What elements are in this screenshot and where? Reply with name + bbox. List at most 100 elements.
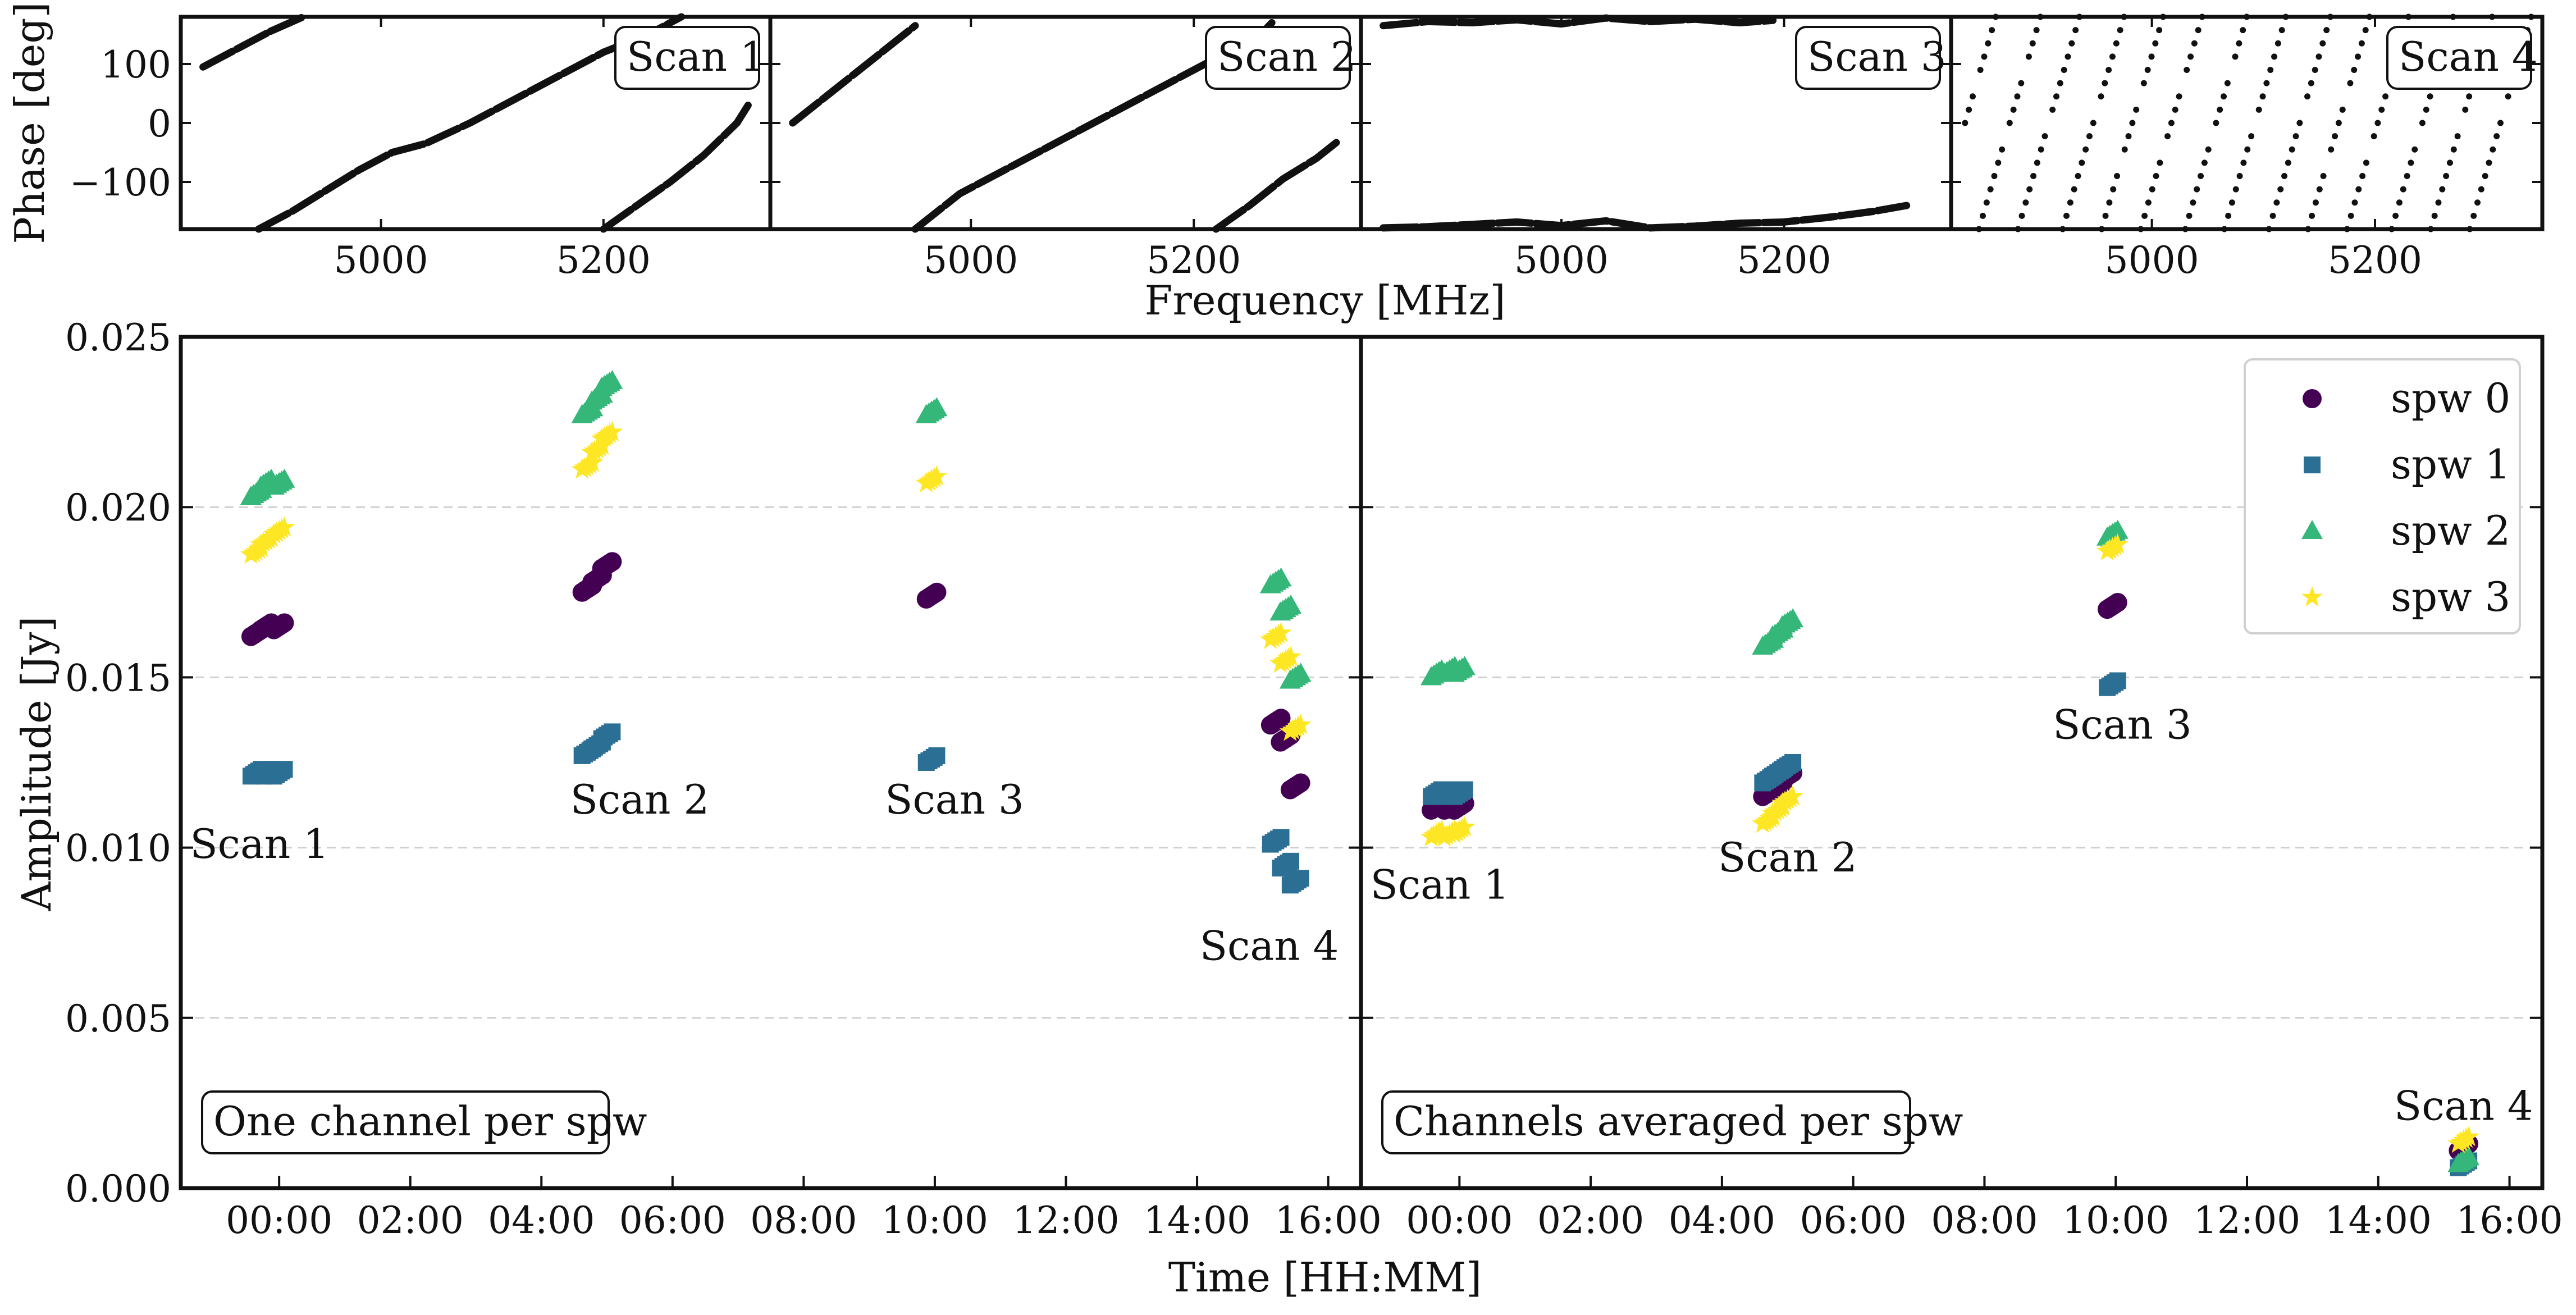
data-point (1454, 816, 1476, 837)
phase-xtick-label: 5000 (1514, 239, 1609, 282)
data-point (1431, 819, 1453, 840)
series-spw-3-panel-1 (240, 421, 1312, 741)
phase-point (2082, 146, 2089, 153)
legend-label: spw 1 (2391, 441, 2510, 488)
phase-point (2505, 93, 2511, 100)
phase-point (2072, 27, 2079, 34)
phase-point (2063, 212, 2070, 219)
data-point (1270, 622, 1292, 642)
data-point (926, 397, 948, 417)
phase-point (2244, 146, 2251, 153)
amp-ytick-label: 0.025 (65, 316, 171, 359)
phase-point (2109, 53, 2116, 60)
phase-xtick-label: 5000 (2105, 239, 2199, 282)
legend-label: spw 2 (2391, 507, 2510, 554)
data-point (1290, 663, 1312, 682)
phase-point (2201, 159, 2208, 166)
time-xtick-label: 12:00 (2194, 1199, 2300, 1242)
phase-point (2232, 53, 2239, 60)
phase-point (2075, 173, 2081, 179)
phase-xtick-label: 5200 (1147, 239, 1241, 282)
phase-point (1966, 106, 1972, 113)
phase-point (2061, 67, 2067, 73)
phase-point (1981, 53, 1988, 60)
phase-point (1991, 173, 1998, 179)
phase-point (2176, 93, 2182, 100)
scan-annotation: Scan 2 (1718, 834, 1857, 881)
phase-ytick-label: −100 (70, 161, 171, 204)
phase-point (2105, 67, 2112, 73)
phase-point (2474, 199, 2481, 206)
phase-point (2267, 67, 2274, 73)
phase-point (2018, 212, 2025, 219)
phase-point (2278, 27, 2285, 34)
phase-point (2164, 133, 2171, 140)
phase-point (2090, 120, 2097, 126)
phase-point (2323, 27, 2330, 34)
phase-point (2316, 186, 2323, 193)
grid-layer (181, 506, 2542, 1019)
amplitude-panel-1-frame (179, 335, 1363, 1190)
phase-point (2269, 212, 2276, 219)
phase-point (2157, 159, 2163, 166)
phase-point (2281, 173, 2288, 179)
phase-point (2443, 173, 2450, 179)
time-xtick-label: 08:00 (750, 1199, 857, 1242)
phase-point (1962, 120, 1968, 126)
phase-point (2355, 186, 2362, 193)
phase-scan-label-1-frame (614, 26, 760, 90)
phase-scan-label-2-frame (1205, 26, 1351, 90)
phase-point (2359, 173, 2366, 179)
time-xtick-label: 06:00 (619, 1199, 726, 1242)
data-point (273, 468, 295, 488)
phase-point (2186, 212, 2193, 219)
phase-point (2289, 146, 2295, 153)
phase-scan-label-4-box: Scan 4 (2386, 26, 2538, 90)
phase-point (2292, 133, 2299, 140)
frequency-axis-title: Frequency [MHz] (1145, 277, 1506, 324)
phase-point (1987, 186, 1994, 193)
phase-point (2117, 27, 2123, 34)
phase-point (2255, 106, 2262, 113)
panel-label-2-frame (1381, 1090, 1911, 1154)
phase-point (2149, 186, 2155, 193)
phase-point (2423, 106, 2429, 113)
phase-point (2411, 146, 2418, 153)
time-xtick-label: 16:00 (2456, 1199, 2563, 1242)
phase-point (2145, 199, 2152, 206)
phase-point (2363, 159, 2369, 166)
time-xtick-label: 10:00 (881, 1199, 988, 1242)
time-xtick-label: 02:00 (1537, 1199, 1644, 1242)
data-point (591, 435, 613, 455)
legend-label: spw 0 (2391, 375, 2510, 422)
phase-point (2033, 27, 2040, 34)
phase-point (2277, 186, 2284, 193)
data-point (1782, 785, 1804, 806)
phase-point (2194, 186, 2200, 193)
legend: spw 0 spw 1 spw 2 spw 3 (2244, 358, 2521, 634)
phase-point (2285, 159, 2291, 166)
phase-scan-label-4-frame (2386, 26, 2532, 90)
data-point (1782, 608, 1804, 628)
phase-point (2308, 80, 2314, 86)
phase-point (2125, 133, 2132, 140)
time-xtick-label: 12:00 (1012, 1199, 1119, 1242)
phase-point (2263, 80, 2270, 86)
time-xtick-label: 16:00 (1275, 1199, 1382, 1242)
phase-point (2450, 146, 2457, 153)
phase-point (2371, 133, 2377, 140)
phase-point (2133, 106, 2140, 113)
phase-point (2273, 199, 2280, 206)
phase-trace-3-0 (1380, 14, 1777, 30)
phase-point (2419, 120, 2426, 126)
phase-point (2427, 93, 2433, 100)
phase-point (2486, 159, 2492, 166)
phase-point (2025, 53, 2032, 60)
phase-point (2098, 93, 2104, 100)
phase-point (2339, 106, 2346, 113)
phase-point (2029, 40, 2036, 47)
phase-point (2148, 53, 2155, 60)
phase-point (2240, 27, 2246, 34)
phase-point (2113, 40, 2120, 47)
data-point (928, 747, 946, 764)
